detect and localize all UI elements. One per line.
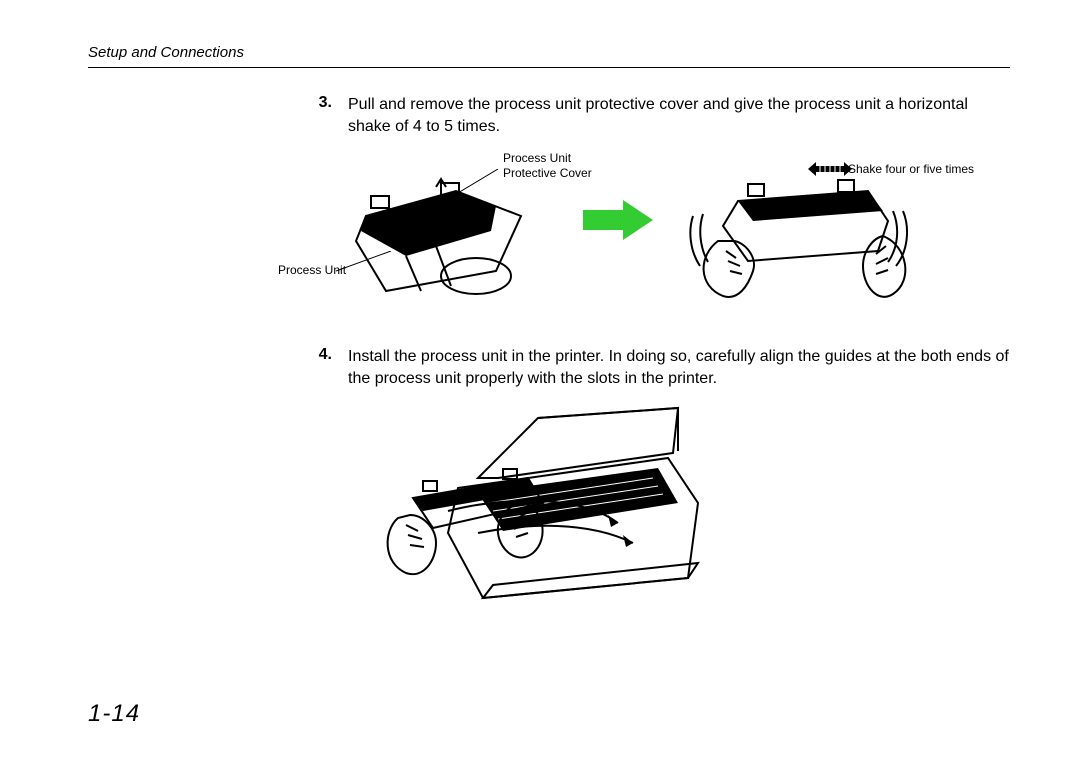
callout-shake: Shake four or five times [848,162,974,177]
step-number: 3. [88,94,348,137]
callout-cover-line1: Process Unit [503,151,571,165]
callout-cover-line2: Protective Cover [503,166,592,180]
green-arrow-icon [578,195,658,245]
step-text: Pull and remove the process unit protect… [348,94,1010,137]
manual-page: Setup and Connections 3. Pull and remove… [0,0,1080,764]
shake-arrow-icon [806,159,854,179]
figure-step-3: Process Unit Process Unit Protective Cov… [88,151,1010,326]
step-3: 3. Pull and remove the process unit prot… [88,94,1010,137]
section-header: Setup and Connections [88,44,1010,61]
illustration-install-printer [378,403,718,608]
callout-process-unit: Process Unit [278,263,346,278]
page-number: 1-14 [88,700,140,728]
callout-line-process-unit [336,251,426,311]
figure-step-4 [88,403,1010,608]
callout-protective-cover: Process Unit Protective Cover [503,151,592,181]
header-rule [88,67,1010,68]
step-4: 4. Install the process unit in the print… [88,346,1010,389]
step-text: Install the process unit in the printer.… [348,346,1010,389]
step-number: 4. [88,346,348,389]
illustration-shake-unit [678,166,918,326]
